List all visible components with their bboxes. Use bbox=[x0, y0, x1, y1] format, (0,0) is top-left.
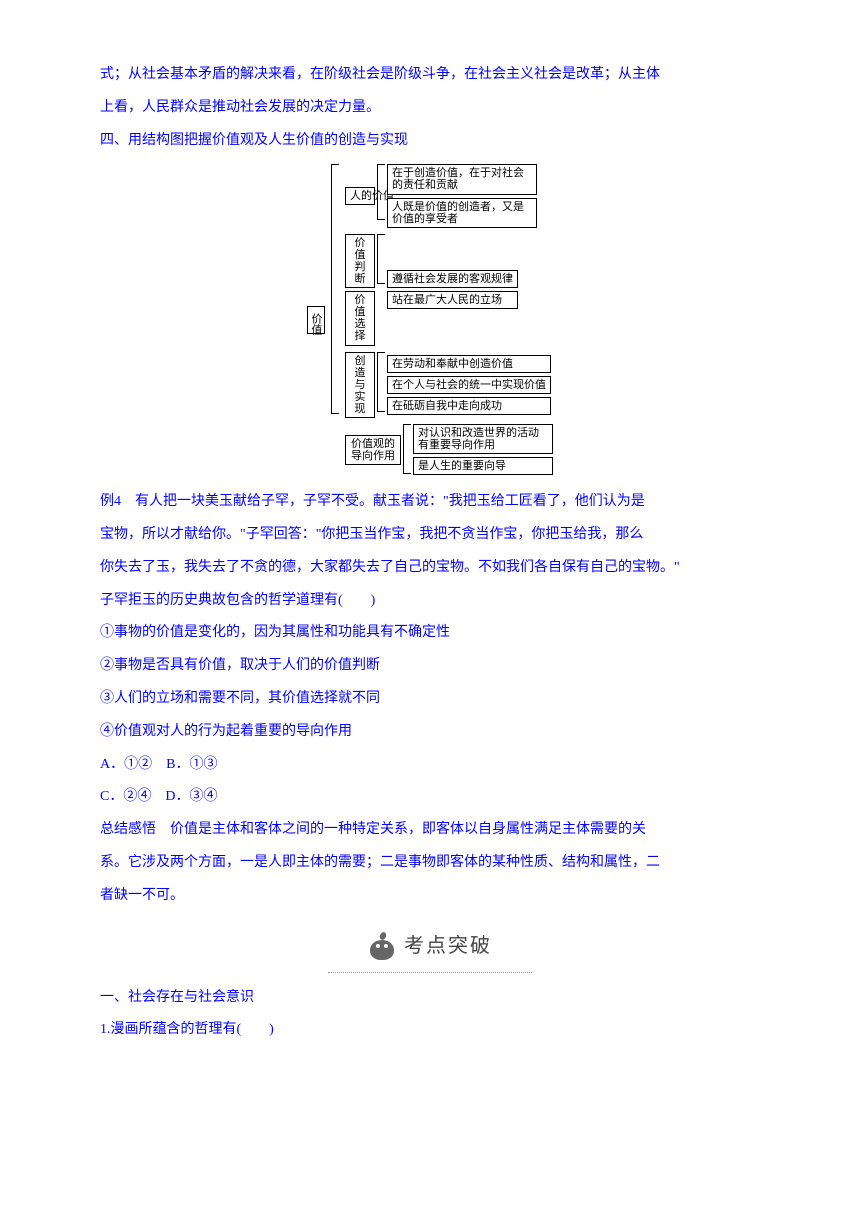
breakthrough-heading-text: 考点突破 bbox=[404, 924, 492, 968]
section-a-title: 一、社会存在与社会意识 bbox=[100, 983, 760, 1014]
branch-4-leaf-2: 是人生的重要向导 bbox=[413, 457, 553, 475]
example4-opt4: ④价值观对人的行为起着重要的导向作用 bbox=[100, 717, 760, 748]
example4-p4: 子罕拒玉的历史典故包含的哲学道理有( ) bbox=[100, 586, 760, 617]
diagram-root: 价值 bbox=[307, 306, 325, 334]
diagram-branch-2: 价值判断 价值选择 遵循社会发展的客观规律 站在最广大人民的立场 bbox=[345, 234, 553, 346]
example4-opt2: ②事物是否具有价值，取决于人们的价值判断 bbox=[100, 651, 760, 682]
branch-1-leaf-1: 在于创造价值，在于对社会的责任和贡献 bbox=[387, 164, 537, 194]
example4-p3: 你失去了玉，我失去了不贪的德，大家都失去了自己的宝物。不如我们各自保有自己的宝物… bbox=[100, 553, 760, 584]
branch-3-leaf-1: 在劳动和奉献中创造价值 bbox=[387, 355, 551, 373]
diagram-branch-1: 人的价值 在于创造价值，在于对社会的责任和贡献 人既是价值的创造者，又是价值的享… bbox=[345, 164, 553, 227]
example4-opt3: ③人们的立场和需要不同，其价值选择就不同 bbox=[100, 684, 760, 715]
example4-summary-3: 者缺一不可。 bbox=[100, 881, 760, 912]
value-structure-diagram: 价值 人的价值 在于创造价值，在于对社会的责任和贡献 人既是价值的创造者，又是价… bbox=[100, 164, 760, 475]
apple-icon bbox=[368, 932, 396, 960]
branch-4-leaf-1: 对认识和改造世界的活动有重要导向作用 bbox=[413, 424, 553, 454]
branch-2-label-b: 价值选择 bbox=[345, 291, 375, 345]
branch-3-leaf-2: 在个人与社会的统一中实现价值 bbox=[387, 376, 551, 394]
example4-p1: 例4 有人把一块美玉献给子罕，子罕不受。献玉者说："我把玉给工匠看了，他们认为是 bbox=[100, 487, 760, 518]
breakthrough-heading: 考点突破 bbox=[100, 924, 760, 973]
example4-choice-cd: C．②④ D．③④ bbox=[100, 782, 760, 813]
example4-p2: 宝物，所以才献给你。"子罕回答："你把玉当作宝，我把不贪当作宝，你把玉给我，那么 bbox=[100, 520, 760, 551]
example4-opt1: ①事物的价值是变化的，因为其属性和功能具有不确定性 bbox=[100, 618, 760, 649]
branch-1-leaf-2: 人既是价值的创造者，又是价值的享受者 bbox=[387, 198, 537, 228]
example4-choice-ab: A．①② B．①③ bbox=[100, 750, 760, 781]
section-a-q1: 1.漫画所蕴含的哲理有( ) bbox=[100, 1015, 760, 1046]
branch-4-label: 价值观的导向作用 bbox=[345, 435, 401, 465]
section-4-title: 四、用结构图把握价值观及人生价值的创造与实现 bbox=[100, 126, 760, 157]
example4-summary-1: 总结感悟 价值是主体和客体之间的一种特定关系，即客体以自身属性满足主体需要的关 bbox=[100, 815, 760, 846]
branch-2-leaf-1: 遵循社会发展的客观规律 bbox=[387, 270, 518, 288]
branch-2-leaf-2: 站在最广大人民的立场 bbox=[387, 291, 518, 309]
branch-3-label: 创造与实现 bbox=[345, 352, 375, 418]
branch-2-label-a: 价值判断 bbox=[345, 234, 375, 288]
diagram-branch-4: 价值观的导向作用 对认识和改造世界的活动有重要导向作用 是人生的重要向导 bbox=[345, 424, 553, 475]
branch-3-leaf-3: 在砥砺自我中走向成功 bbox=[387, 397, 551, 415]
intro-line-2: 上看，人民群众是推动社会发展的决定力量。 bbox=[100, 93, 760, 124]
branch-1-label: 人的价值 bbox=[345, 187, 375, 205]
intro-line-1: 式；从社会基本矛盾的解决来看，在阶级社会是阶级斗争，在社会主义社会是改革；从主体 bbox=[100, 60, 760, 91]
diagram-branch-3: 创造与实现 在劳动和奉献中创造价值 在个人与社会的统一中实现价值 在砥砺自我中走… bbox=[345, 352, 553, 418]
example4-summary-2: 系。它涉及两个方面，一是人即主体的需要；二是事物即客体的某种性质、结构和属性，二 bbox=[100, 848, 760, 879]
